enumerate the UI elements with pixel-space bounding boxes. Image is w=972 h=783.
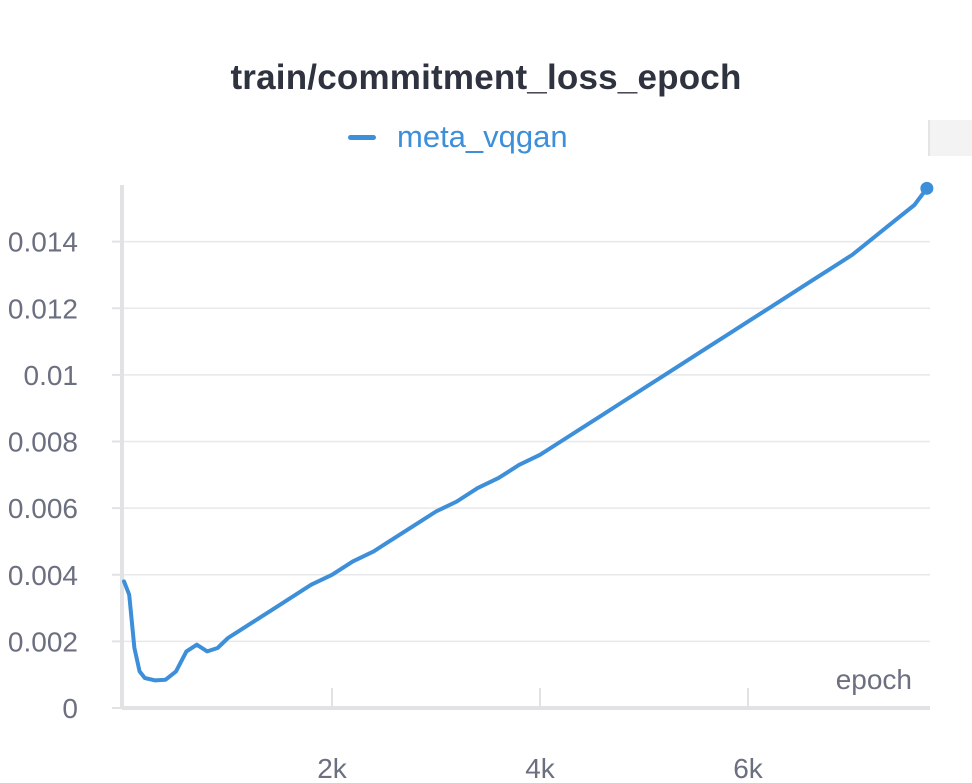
y-tick-label: 0.008 bbox=[8, 427, 78, 458]
x-tick-label: 4k bbox=[525, 753, 556, 783]
y-tick-label: 0.002 bbox=[8, 626, 78, 657]
y-tick-label: 0.01 bbox=[24, 360, 79, 391]
legend-label-meta-vqgan[interactable]: meta_vqgan bbox=[397, 119, 568, 154]
tick-labels: 0 0.002 0.004 0.006 0.008 0.01 0.012 0.014 2k 4k 6… bbox=[8, 227, 912, 783]
panel-menu-button[interactable] bbox=[928, 120, 972, 156]
legend-swatch-meta-vqgan bbox=[348, 134, 376, 140]
grid-lines bbox=[124, 240, 930, 643]
y-tick-label: 0.012 bbox=[8, 293, 78, 324]
y-tick-label: 0 bbox=[62, 693, 78, 724]
series-endpoint-meta-vqgan[interactable] bbox=[920, 181, 934, 195]
axes bbox=[112, 185, 930, 710]
y-tick-label: 0.014 bbox=[8, 227, 78, 258]
y-tick-label: 0.006 bbox=[8, 493, 78, 524]
chart-title: train/commitment_loss_epoch bbox=[230, 58, 742, 97]
x-tick-label: 2k bbox=[317, 753, 348, 783]
legend[interactable]: meta_vqgan bbox=[348, 117, 568, 157]
series-layer[interactable] bbox=[122, 181, 934, 683]
x-axis-label: epoch bbox=[836, 664, 912, 695]
series-line-meta-vqgan[interactable] bbox=[122, 186, 929, 683]
y-tick-label: 0.004 bbox=[8, 560, 78, 591]
x-tick-label: 6k bbox=[733, 753, 764, 783]
